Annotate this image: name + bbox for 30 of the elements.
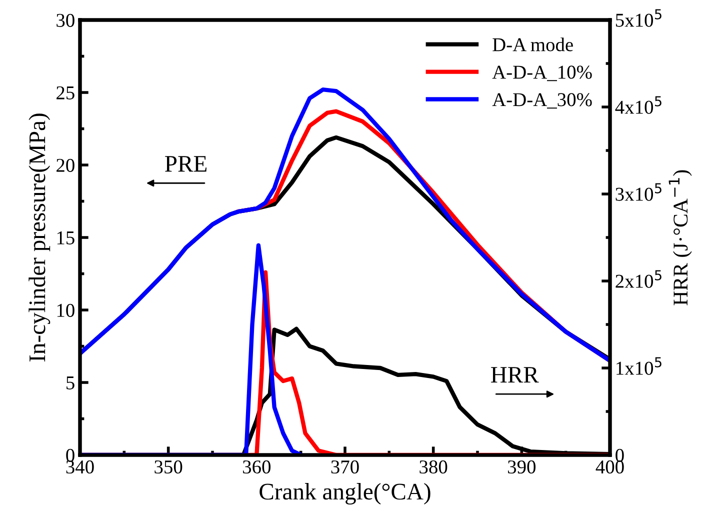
x-tick-label: 380 xyxy=(420,460,448,474)
y2-tick-label: 3x10$^{5}$ xyxy=(616,183,662,201)
y2-tick-label: 2x10$^{5}$ xyxy=(616,270,662,288)
annotation: PRE xyxy=(165,156,206,172)
y-axis-title: In-cylinder pressure(MPa) xyxy=(28,114,50,362)
y-tick-label: 25 xyxy=(56,86,74,100)
y-tick-label: 10 xyxy=(57,304,74,317)
y-tick-label: 0 xyxy=(66,448,74,462)
legend-label: A-D-A_10% xyxy=(492,66,592,82)
y-tick-label: 30 xyxy=(56,14,74,27)
y2-tick-label: 0 xyxy=(616,448,624,462)
y-tick-label: 5 xyxy=(66,376,74,390)
y2-tick-label: 4x10$^{5}$ xyxy=(615,96,662,114)
annotation: HRR xyxy=(491,367,539,383)
x-tick-label: 400 xyxy=(596,460,624,474)
y-tick-label: 20 xyxy=(56,158,74,172)
x-tick-label: 350 xyxy=(154,460,182,474)
legend-label: A-D-A_30% xyxy=(492,93,592,109)
line-series xyxy=(80,243,303,455)
line-series xyxy=(80,88,610,363)
x-axis-title: Crank angle(°CA) xyxy=(260,483,430,505)
y-tick-label: 15 xyxy=(57,231,74,244)
legend-label: D-A mode xyxy=(492,38,573,52)
y2-tick-label: 1x10$^{5}$ xyxy=(616,357,662,375)
x-tick-label: 390 xyxy=(508,460,536,474)
y2-axis-title: HRR (J·°CA$^{−1}$) xyxy=(668,170,692,306)
y2-tick-label: 5x10$^{5}$ xyxy=(616,9,662,27)
x-tick-label: 370 xyxy=(331,460,359,474)
x-tick-label: 360 xyxy=(243,460,271,474)
x-tick-label: 340 xyxy=(66,460,94,474)
